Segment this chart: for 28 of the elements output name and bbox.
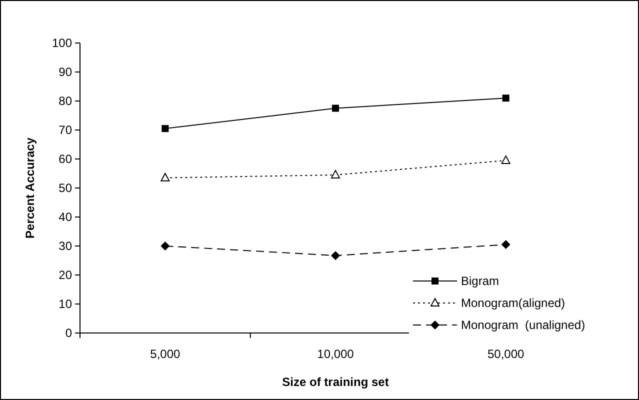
y-tick-label: 30 (58, 239, 72, 254)
y-tick-label: 70 (58, 123, 72, 138)
y-axis-title: Percent Accuracy (23, 137, 37, 238)
y-tick-label: 40 (58, 210, 72, 224)
legend-label: Bigram (461, 274, 500, 288)
point (160, 242, 170, 250)
y-tick-label: 50 (58, 181, 72, 196)
x-tick-label: 5,000 (150, 347, 181, 361)
point (331, 251, 340, 260)
y-tick-label: 60 (58, 152, 72, 166)
y-tick-label: 10 (58, 297, 72, 312)
point (332, 104, 339, 112)
y-tick-label: 80 (58, 94, 72, 108)
x-axis-title: Size of training set (282, 375, 389, 389)
point (331, 170, 340, 178)
y-tick-label: 90 (58, 65, 72, 80)
point (160, 172, 170, 182)
y-tick-label: 0 (65, 326, 72, 340)
y-tick-label: 20 (58, 268, 72, 282)
legend-label: Monogram(aligned) (461, 296, 566, 310)
point (501, 240, 510, 250)
x-tick-label: 10,000 (317, 347, 354, 361)
y-tick-label: 100 (52, 36, 72, 50)
point (502, 94, 510, 102)
point (501, 155, 510, 164)
point (162, 125, 169, 132)
legend-label: Monogram (unaligned) (461, 318, 586, 332)
x-tick-label: 50,000 (487, 347, 525, 361)
